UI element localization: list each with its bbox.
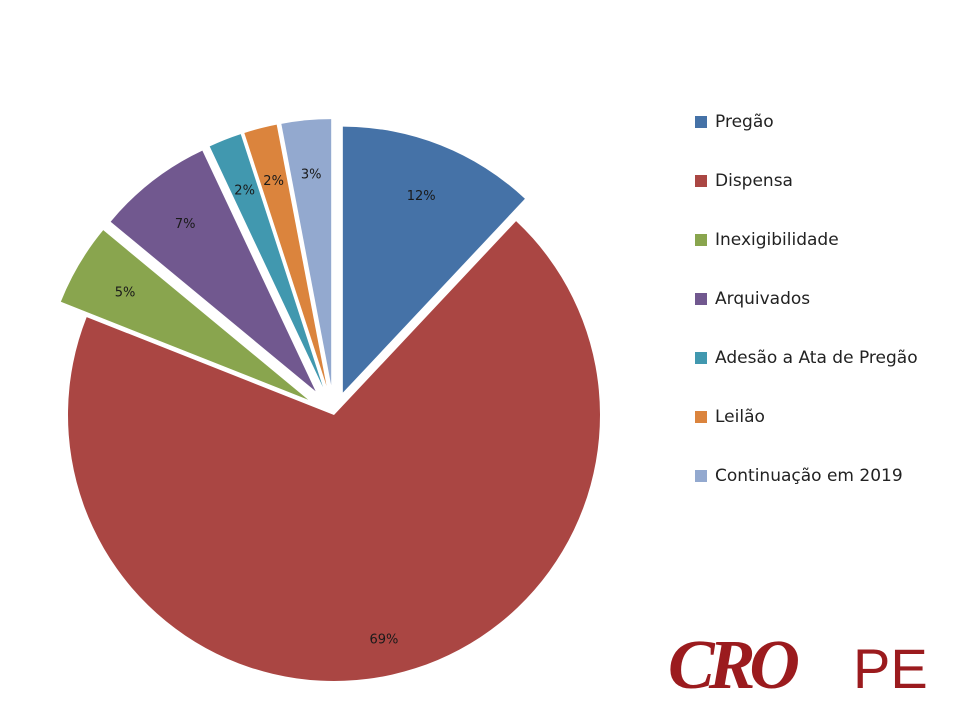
- legend-item: Arquivados: [695, 285, 918, 344]
- data-label: 3%: [301, 167, 322, 182]
- pie-slice-arquivados: [110, 150, 316, 392]
- data-label: 2%: [234, 183, 255, 198]
- data-label: 5%: [115, 285, 136, 300]
- legend-item: Continuação em 2019: [695, 462, 918, 521]
- legend-item: Inexigibilidade: [695, 226, 918, 285]
- legend-swatch: [695, 234, 707, 246]
- legend-swatch: [695, 293, 707, 305]
- data-label: 7%: [175, 217, 196, 232]
- logo-pe-text: PE: [853, 637, 928, 696]
- pie-slice-preg-o: [342, 126, 525, 393]
- chart-legend: Pregão Dispensa Inexigibilidade Arquivados A…: [695, 108, 918, 521]
- legend-swatch: [695, 116, 707, 128]
- legend-label: Arquivados: [715, 289, 811, 309]
- legend-item: Pregão: [695, 108, 918, 167]
- legend-label: Continuação em 2019: [715, 466, 903, 486]
- pie-slice-ades-o-a-ata-de-preg-o: [209, 134, 323, 388]
- legend-label: Leilão: [715, 407, 765, 427]
- legend-label: Dispensa: [715, 171, 793, 191]
- data-label: 12%: [407, 189, 436, 204]
- data-label: 69%: [369, 632, 398, 647]
- legend-label: Pregão: [715, 112, 774, 132]
- pie-data-labels: 12% 69% 5% 7% 2% 2% 3%: [115, 167, 436, 647]
- pie-slice-dispensa: [67, 221, 600, 681]
- pie-slices: [60, 119, 600, 681]
- pie-slice-leil-o: [244, 124, 327, 386]
- legend-label: Inexigibilidade: [715, 230, 839, 250]
- legend-swatch: [695, 470, 707, 482]
- legend-swatch: [695, 411, 707, 423]
- pie-slice-continua-o-em-2019: [281, 119, 332, 386]
- legend-item: Leilão: [695, 403, 918, 462]
- data-label: 2%: [263, 174, 284, 189]
- legend-swatch: [695, 352, 707, 364]
- cro-pe-logo: CRO PE: [668, 627, 928, 696]
- legend-item: Dispensa: [695, 167, 918, 226]
- legend-item: Adesão a Ata de Pregão: [695, 344, 918, 403]
- logo-cro-text: CRO: [668, 627, 798, 696]
- legend-label: Adesão a Ata de Pregão: [715, 348, 918, 368]
- legend-swatch: [695, 175, 707, 187]
- pie-slice-inexigibilidade: [60, 230, 309, 400]
